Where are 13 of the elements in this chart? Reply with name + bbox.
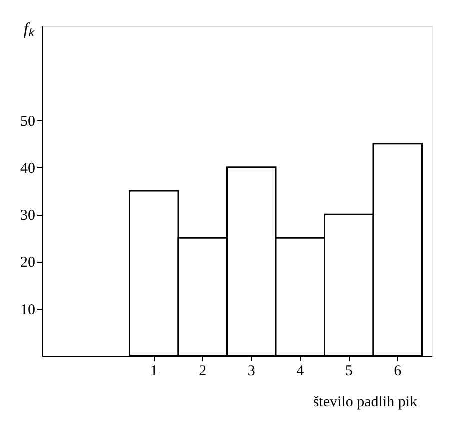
y-tick-label: 30 bbox=[20, 208, 36, 224]
x-tick-label: 5 bbox=[345, 364, 353, 380]
x-tick-label: 3 bbox=[248, 364, 256, 380]
y-tick-label: 20 bbox=[20, 255, 36, 272]
y-axis-title: fₖ bbox=[24, 20, 36, 38]
x-tick-label: 4 bbox=[296, 364, 305, 380]
y-tick-label: 50 bbox=[20, 114, 36, 130]
x-axis-title: število padlih pik bbox=[313, 394, 418, 410]
y-tick-label: 10 bbox=[20, 302, 36, 318]
x-tick-label: 6 bbox=[394, 364, 402, 380]
x-tick-label: 2 bbox=[199, 364, 207, 380]
y-tick-label: 40 bbox=[20, 160, 36, 177]
x-tick-label: 1 bbox=[150, 364, 158, 380]
